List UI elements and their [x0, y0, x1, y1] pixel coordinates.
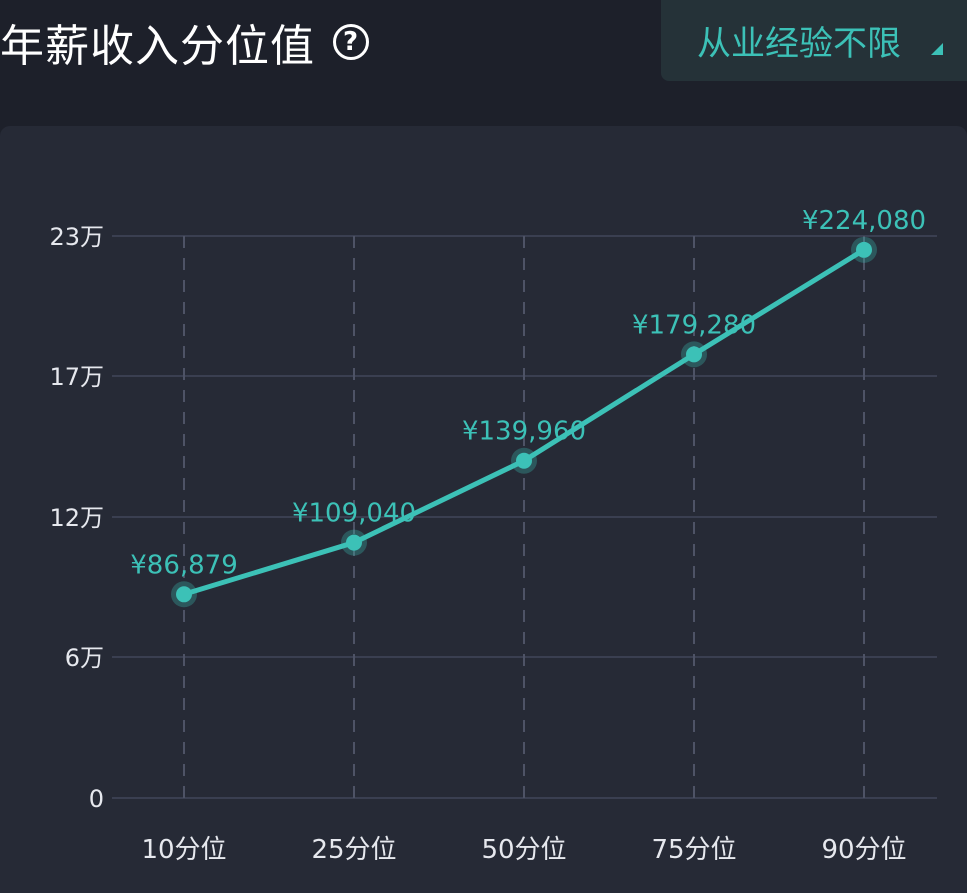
data-label: ¥179,280	[632, 310, 756, 340]
dropdown-corner-icon	[931, 43, 943, 55]
chart-panel	[0, 126, 967, 893]
data-point	[686, 346, 702, 363]
experience-filter-label: 从业经验不限	[697, 24, 901, 64]
data-label: ¥86,879	[130, 550, 238, 580]
x-tick-label: 25分位	[311, 835, 396, 865]
data-point	[176, 586, 192, 603]
y-tick-label: 17万	[49, 363, 104, 391]
y-tick-label: 6万	[65, 644, 104, 672]
question-circle-icon[interactable]: ?	[333, 24, 369, 60]
data-point	[516, 452, 532, 469]
experience-filter-button[interactable]: 从业经验不限	[661, 0, 967, 81]
x-tick-label: 90分位	[821, 835, 906, 865]
data-point	[856, 241, 872, 258]
data-label: ¥139,960	[462, 417, 586, 447]
y-tick-label: 0	[89, 785, 104, 813]
x-tick-label: 75分位	[651, 835, 736, 865]
y-tick-label: 23万	[49, 223, 104, 251]
data-label: ¥224,080	[802, 206, 926, 236]
x-tick-label: 10分位	[141, 835, 226, 865]
x-tick-label: 50分位	[481, 835, 566, 865]
data-point	[346, 534, 362, 551]
y-tick-label: 12万	[49, 504, 104, 532]
page-title: 年薪收入分位值 ?	[0, 10, 369, 74]
data-label: ¥109,040	[292, 499, 416, 529]
title-text: 年薪收入分位值	[0, 21, 315, 72]
